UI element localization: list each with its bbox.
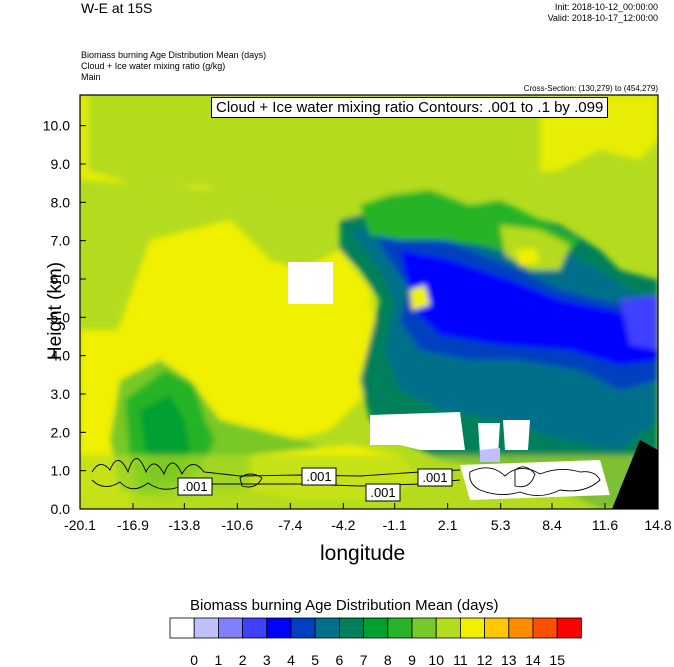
field-description-2: Cloud + Ice water mixing ratio (g/kg) bbox=[81, 61, 226, 71]
valid-time-label: Valid: 2018-10-17_12:00:00 bbox=[547, 13, 658, 23]
contour-label-box bbox=[365, 483, 401, 502]
y-tick-label: 1.0 bbox=[51, 463, 71, 479]
y-axis-label: Height (km) bbox=[45, 261, 66, 361]
white-patch-low bbox=[370, 412, 465, 450]
contour-label: .001 bbox=[422, 470, 447, 485]
label-bar-tick: 10 bbox=[428, 652, 444, 667]
y-tick-label: 3.0 bbox=[51, 386, 71, 402]
label-bar-swatch bbox=[411, 617, 437, 639]
y-tick-label: 10.0 bbox=[43, 118, 70, 134]
field-description-1: Biomass burning Age Distribution Mean (d… bbox=[81, 50, 267, 60]
label-bar-swatch bbox=[314, 617, 340, 639]
y-tick-label: 8.0 bbox=[51, 194, 71, 210]
x-tick-label: -10.6 bbox=[221, 517, 253, 533]
label-bar-swatch bbox=[556, 617, 582, 639]
label-bar-swatch bbox=[435, 617, 461, 639]
contour-label: .001 bbox=[370, 485, 395, 500]
contour-info-box: Cloud + Ice water mixing ratio Contours:… bbox=[211, 97, 609, 118]
chart-title: W-E at 15S bbox=[81, 0, 153, 16]
label-bar-tick: 0 bbox=[190, 652, 198, 667]
label-bar-tick: 5 bbox=[311, 652, 319, 667]
label-bar-swatch bbox=[242, 617, 268, 639]
label-bar-title: Biomass burning Age Distribution Mean (d… bbox=[190, 597, 499, 614]
label-bar-tick: 6 bbox=[336, 652, 344, 667]
x-tick-label: -20.1 bbox=[64, 517, 96, 533]
label-bar-tick: 13 bbox=[501, 652, 517, 667]
label-bar-swatch bbox=[363, 617, 389, 639]
contour-label-box bbox=[301, 467, 337, 486]
label-bar-swatch bbox=[290, 617, 316, 639]
label-bar-tick: 9 bbox=[408, 652, 416, 667]
label-bar-tick: 15 bbox=[549, 652, 565, 667]
x-tick-label: 2.1 bbox=[438, 517, 458, 533]
label-bar-swatch bbox=[508, 617, 534, 639]
contour-label-box bbox=[177, 477, 213, 496]
label-bar-swatch bbox=[193, 617, 219, 639]
y-tick-label: 0.0 bbox=[51, 501, 71, 517]
label-bar-swatch bbox=[387, 617, 413, 639]
cross-section-label: Cross-Section: (130,279) to (454,279) bbox=[523, 84, 658, 93]
y-axis: 0.0 1.0 2.0 3.0 4.0 5.0 6.0 7.0 8.0 9.0 10.0 bbox=[43, 118, 86, 517]
label-bar-swatch bbox=[266, 617, 292, 639]
label-bar-swatch bbox=[217, 617, 243, 639]
y-tick-label: 6.0 bbox=[51, 271, 71, 287]
label-bar: 0 1 2 3 4 5 6 7 8 9 10 11 12 13 14 15 bbox=[169, 617, 582, 667]
label-bar-swatch bbox=[484, 617, 510, 639]
x-axis: -20.1 -16.9 -13.8 -10.6 -7.4 -4.2 -1.1 2.1 5.3 8.… bbox=[64, 503, 672, 533]
label-bar-swatch bbox=[459, 617, 485, 639]
x-tick-label: 8.4 bbox=[542, 517, 562, 533]
x-tick-label: -16.9 bbox=[117, 517, 149, 533]
x-tick-label: 11.6 bbox=[592, 517, 618, 533]
label-bar-tick: 1 bbox=[215, 652, 223, 667]
heatmap-field bbox=[80, 95, 658, 509]
y-tick-label: 5.0 bbox=[51, 309, 71, 325]
contour-label: .001 bbox=[182, 479, 207, 494]
label-bar-swatch bbox=[338, 617, 364, 639]
label-bar-tick: 14 bbox=[525, 652, 541, 667]
x-tick-label: -1.1 bbox=[383, 517, 407, 533]
init-time-label: Init: 2018-10-12_00:00:00 bbox=[554, 2, 658, 12]
label-bar-tick: 8 bbox=[384, 652, 392, 667]
terrain bbox=[612, 440, 658, 509]
x-tick-label: -13.8 bbox=[168, 517, 200, 533]
white-patch-mid bbox=[288, 262, 333, 304]
y-tick-label: 9.0 bbox=[51, 156, 71, 172]
plot-frame bbox=[79, 94, 659, 510]
x-tick-label: -7.4 bbox=[278, 517, 302, 533]
x-axis-label: longitude bbox=[320, 542, 406, 565]
x-tick-label: -4.2 bbox=[331, 517, 355, 533]
x-tick-label: 5.3 bbox=[491, 517, 511, 533]
y-tick-label: 2.0 bbox=[51, 424, 71, 440]
y-tick-label: 4.0 bbox=[51, 348, 71, 364]
contour-label: .001 bbox=[306, 469, 331, 484]
x-tick-label: 14.8 bbox=[644, 517, 671, 533]
label-bar-swatch bbox=[169, 617, 195, 639]
field-description-3: Main bbox=[81, 72, 101, 82]
label-bar-tick: 2 bbox=[239, 652, 247, 667]
contour-label-box bbox=[417, 468, 453, 487]
label-bar-tick: 3 bbox=[263, 652, 271, 667]
y-tick-label: 7.0 bbox=[51, 233, 71, 249]
label-bar-tick: 7 bbox=[360, 652, 368, 667]
label-bar-tick: 4 bbox=[287, 652, 295, 667]
label-bar-tick: 12 bbox=[477, 652, 493, 667]
contour-labels: .001 .001 .001 .001 bbox=[177, 467, 453, 502]
label-bar-swatch bbox=[532, 617, 558, 639]
label-bar-tick: 11 bbox=[453, 652, 468, 667]
white-patch-surface bbox=[460, 460, 610, 500]
